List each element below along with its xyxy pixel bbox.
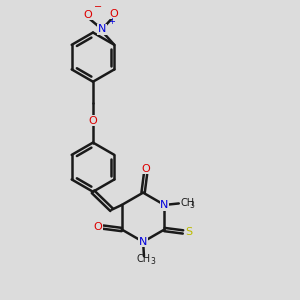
Text: N: N: [139, 237, 147, 247]
Text: CH: CH: [137, 254, 151, 264]
Text: O: O: [110, 9, 118, 19]
Text: −: −: [94, 2, 102, 12]
Text: N: N: [160, 200, 169, 210]
Text: 3: 3: [150, 257, 155, 266]
Text: CH: CH: [181, 198, 195, 208]
Text: O: O: [83, 10, 92, 20]
Text: +: +: [108, 17, 115, 26]
Text: O: O: [88, 116, 98, 126]
Text: O: O: [93, 222, 102, 232]
Text: S: S: [185, 227, 193, 237]
Text: O: O: [141, 164, 150, 174]
Text: 3: 3: [189, 201, 194, 210]
Text: N: N: [98, 24, 106, 34]
